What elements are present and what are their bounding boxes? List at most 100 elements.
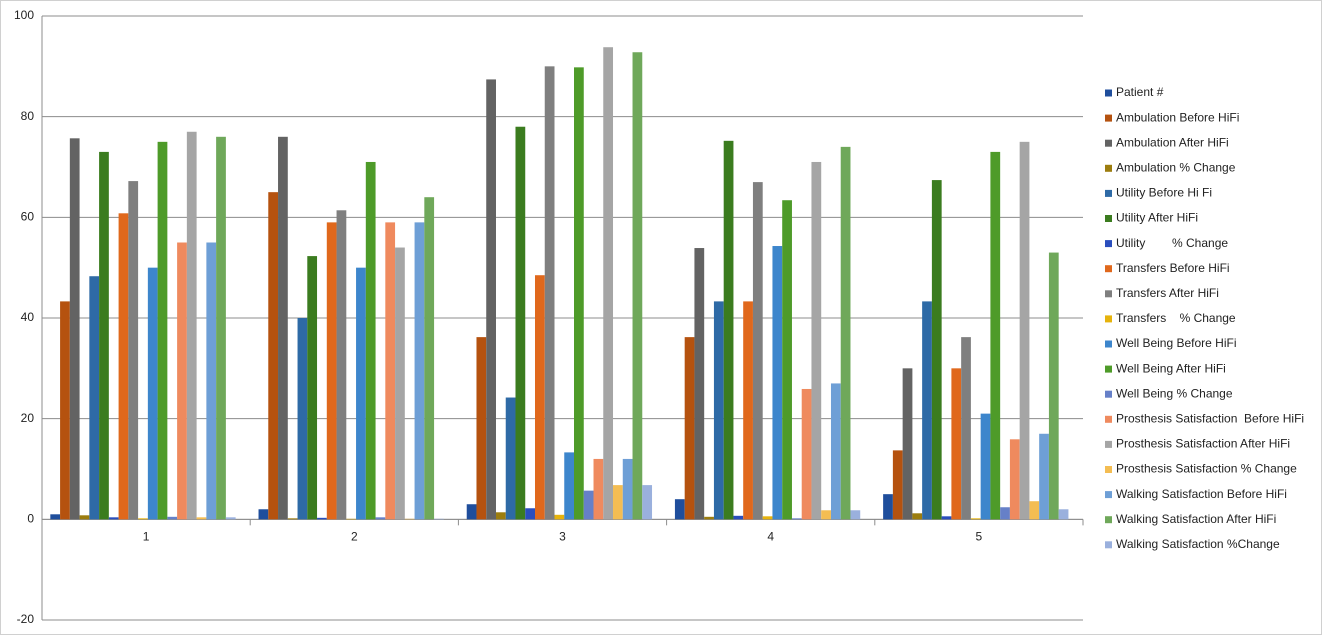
legend-swatch: [1105, 164, 1112, 172]
bar: [336, 210, 347, 520]
legend-label: Well Being Before HiFi: [1116, 336, 1237, 350]
legend-label: Well Being % Change: [1116, 386, 1233, 400]
bar: [941, 516, 952, 520]
bar: [883, 494, 893, 520]
legend-label: Well Being After HiFi: [1116, 361, 1226, 375]
legend-swatch: [1105, 114, 1112, 122]
bar: [206, 242, 217, 520]
legend-swatch: [1105, 415, 1112, 423]
bar: [782, 200, 792, 520]
bar: [554, 514, 565, 520]
bar: [424, 197, 435, 520]
bar: [89, 276, 100, 520]
bar: [821, 510, 831, 520]
legend-swatch: [1105, 491, 1112, 499]
legend-swatch: [1105, 189, 1112, 197]
bar: [840, 146, 851, 520]
legend-swatch: [1105, 240, 1112, 248]
x-tick-label: 3: [559, 530, 566, 544]
bar: [613, 485, 623, 520]
bar: [515, 126, 526, 520]
bar: [297, 318, 308, 520]
bar: [365, 161, 376, 520]
bar: [434, 518, 444, 520]
bar: [912, 513, 923, 520]
y-tick-label: 40: [21, 310, 35, 324]
bar: [385, 222, 396, 520]
legend-label: Walking Satisfaction After HiFi: [1116, 512, 1276, 526]
x-tick-label: 4: [767, 530, 774, 544]
bar: [1048, 252, 1059, 520]
bar: [970, 518, 981, 520]
legend-swatch: [1105, 139, 1112, 147]
bar: [356, 267, 366, 520]
legend-label: Patient #: [1116, 85, 1164, 99]
bar: [177, 242, 187, 520]
bar: [1019, 141, 1030, 520]
bar: [762, 516, 773, 520]
legend-swatch: [1105, 89, 1112, 97]
bar: [791, 518, 802, 520]
legend-label: Transfers % Change: [1116, 311, 1236, 325]
bar: [1000, 507, 1010, 520]
bar: [69, 138, 80, 520]
bar: [694, 248, 705, 520]
bar: [147, 267, 158, 520]
bar: [743, 301, 753, 520]
legend-label: Utility After HiFi: [1116, 211, 1198, 225]
bar: [157, 141, 168, 520]
bar: [733, 515, 744, 520]
legend-label: Prosthesis Satisfaction % Change: [1116, 462, 1297, 476]
bar: [990, 151, 1001, 520]
bar: [128, 181, 139, 520]
bar: [525, 508, 535, 520]
bar: [674, 499, 685, 520]
bar: [534, 275, 545, 520]
bar: [186, 131, 197, 520]
bar: [593, 458, 604, 520]
bar: [60, 301, 70, 520]
bar: [632, 52, 643, 520]
bar: [564, 452, 575, 520]
legend-swatch: [1105, 541, 1112, 549]
bar: [931, 180, 942, 520]
bar: [951, 368, 962, 520]
x-tick-label: 1: [143, 530, 150, 544]
bar: [752, 182, 763, 520]
bar: [167, 516, 178, 520]
bar: [486, 79, 496, 520]
bar: [395, 247, 405, 520]
legend-label: Walking Satisfaction %Change: [1116, 537, 1280, 551]
y-tick-label: 100: [14, 8, 34, 22]
bar: [704, 516, 714, 520]
bar: [404, 518, 415, 520]
bar: [622, 458, 633, 520]
bar: [287, 518, 298, 520]
legend-label: Utility % Change: [1116, 236, 1228, 250]
bar: [317, 517, 327, 520]
bar: [466, 504, 477, 520]
legend-swatch: [1105, 365, 1112, 373]
bar: [830, 383, 841, 520]
bar: [138, 518, 148, 520]
legend-label: Ambulation After HiFi: [1116, 135, 1229, 149]
y-tick-label: 0: [27, 512, 34, 526]
legend-swatch: [1105, 466, 1112, 473]
legend-swatch: [1105, 516, 1112, 524]
bar: [713, 301, 724, 520]
bar: [902, 368, 913, 520]
x-tick-label: 5: [976, 530, 983, 544]
bar: [307, 256, 318, 520]
bar: [684, 337, 695, 520]
bar: [723, 140, 734, 520]
bar: [544, 66, 555, 520]
bar: [118, 213, 129, 520]
bar: [326, 222, 337, 520]
bar: [583, 490, 594, 520]
legend-label: Ambulation Before HiFi: [1116, 110, 1239, 124]
bar: [1039, 433, 1049, 520]
bar: [50, 514, 61, 520]
bar: [99, 151, 109, 520]
y-tick-label: 20: [21, 411, 35, 425]
legend-label: Ambulation % Change: [1116, 160, 1236, 174]
